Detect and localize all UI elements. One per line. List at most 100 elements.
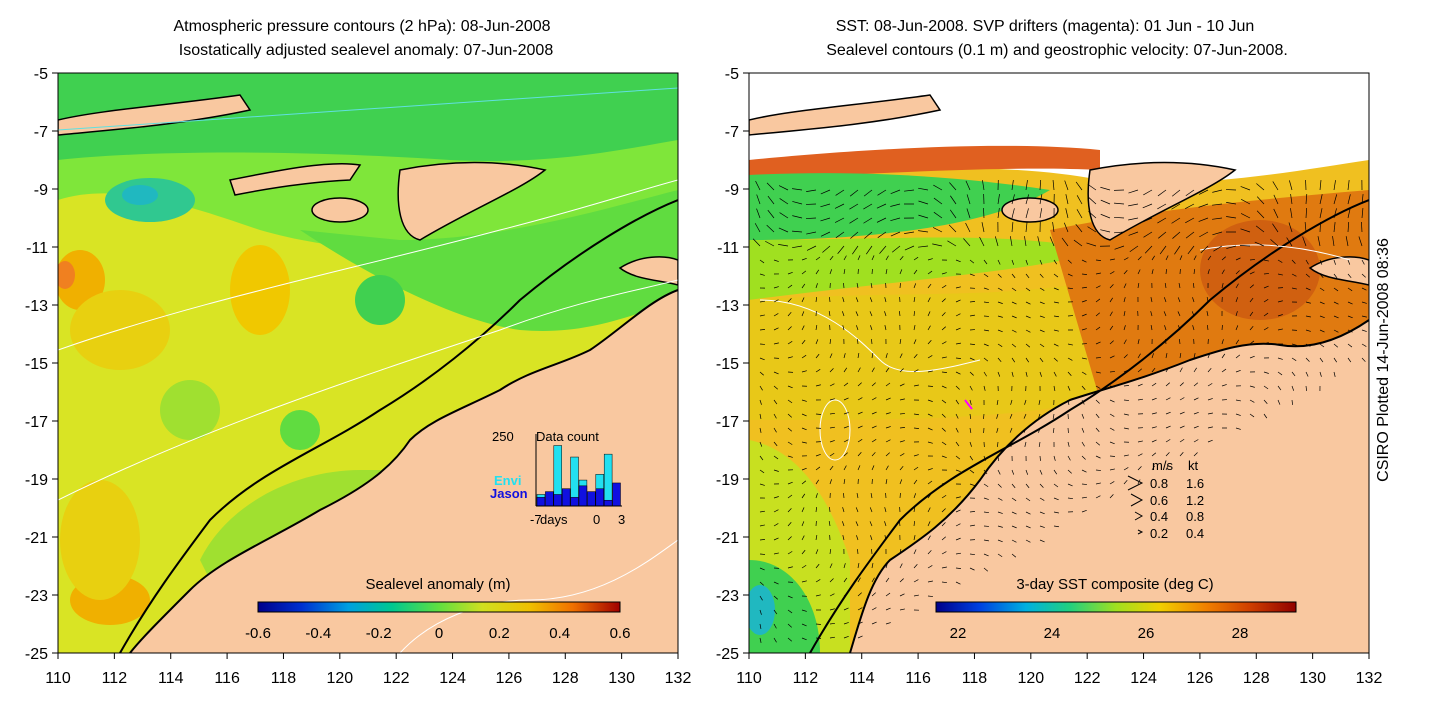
velocity-arrow bbox=[1039, 329, 1045, 333]
velocity-arrow bbox=[913, 594, 919, 597]
velocity-arrow bbox=[1067, 259, 1072, 264]
colorbar-tick-label: 0.6 bbox=[610, 625, 631, 642]
sst-colorbar: 3-day SST composite (deg C) 22 24 26 28 bbox=[935, 576, 1297, 642]
velocity-arrow bbox=[1191, 311, 1195, 317]
velocity-arrow bbox=[1319, 357, 1324, 363]
velocity-arrow bbox=[969, 524, 975, 527]
velocity-arrow bbox=[829, 296, 831, 303]
velocity-arrow bbox=[857, 353, 860, 359]
velocity-arrow bbox=[1305, 273, 1311, 278]
velocity-arrow bbox=[1095, 441, 1101, 446]
velocity-arrow bbox=[885, 465, 889, 471]
velocity-arrow bbox=[884, 521, 887, 527]
velocity-arrow bbox=[759, 595, 763, 601]
velocity-arrow bbox=[852, 245, 859, 255]
velocity-arrow bbox=[927, 427, 933, 431]
velocity-arrow bbox=[983, 455, 986, 461]
velocity-arrow bbox=[1095, 399, 1100, 404]
velocity-arrow bbox=[899, 549, 902, 555]
velocity-arrow bbox=[1011, 194, 1015, 205]
velocity-arrow bbox=[1039, 259, 1043, 265]
velocity-arrow bbox=[1212, 217, 1223, 220]
velocity-arrow bbox=[787, 521, 792, 527]
velocity-arrow bbox=[941, 399, 947, 404]
velocity-legend-row-1: 0.6 1.2 bbox=[1130, 493, 1204, 508]
velocity-arrow bbox=[835, 189, 845, 196]
velocity-arrow bbox=[1249, 259, 1256, 261]
velocity-arrow bbox=[1179, 382, 1184, 387]
velocity-arrow bbox=[1263, 312, 1269, 317]
velocity-arrow bbox=[1039, 179, 1042, 191]
velocity-arrow bbox=[1347, 329, 1353, 333]
velocity-arrow bbox=[801, 564, 807, 569]
velocity-arrow bbox=[1081, 427, 1085, 433]
velocity-arrow bbox=[1235, 354, 1241, 359]
velocity-arrow bbox=[842, 297, 845, 303]
velocity-arrow bbox=[1025, 329, 1031, 333]
x-tick-label: 112 bbox=[102, 670, 128, 687]
velocity-arrow bbox=[1165, 439, 1171, 443]
velocity-arrow bbox=[1150, 311, 1153, 317]
velocity-arrow bbox=[950, 195, 957, 205]
velocity-arrow bbox=[773, 327, 779, 331]
velocity-arrow bbox=[787, 455, 793, 458]
velocity-arrow bbox=[955, 455, 961, 460]
inset-bar-jason bbox=[603, 499, 613, 507]
velocity-arrow bbox=[1081, 399, 1085, 405]
velocity-arrow bbox=[1123, 399, 1130, 401]
velocity-arrow bbox=[983, 497, 989, 500]
velocity-arrow bbox=[801, 623, 807, 627]
velocity-arrow bbox=[1025, 525, 1031, 529]
velocity-arrow bbox=[1123, 270, 1128, 275]
velocity-arrow bbox=[941, 551, 947, 555]
velocity-arrow bbox=[829, 440, 835, 443]
velocity-arrow bbox=[787, 551, 793, 555]
velocity-arrow bbox=[1114, 245, 1125, 250]
velocity-arrow bbox=[899, 310, 901, 317]
velocity-arrow bbox=[1109, 297, 1114, 303]
velocity-arrow bbox=[1123, 479, 1128, 485]
velocity-arrow bbox=[1067, 441, 1070, 447]
velocity-arrow bbox=[864, 231, 873, 239]
velocity-arrow bbox=[863, 189, 873, 197]
velocity-arrow bbox=[1221, 256, 1226, 261]
velocity-arrow bbox=[801, 311, 805, 317]
velocity-arrow bbox=[843, 577, 848, 583]
velocity-arrow bbox=[1151, 397, 1157, 401]
velocity-arrow bbox=[1011, 180, 1014, 191]
sealevel-anomaly-map bbox=[58, 73, 678, 653]
velocity-arrow bbox=[765, 240, 775, 247]
velocity-arrow bbox=[815, 623, 822, 625]
velocity-arrow bbox=[1151, 269, 1154, 275]
velocity-arrow bbox=[948, 224, 957, 233]
velocity-arrow bbox=[1010, 441, 1013, 447]
velocity-arrow bbox=[871, 439, 877, 443]
velocity-arrow bbox=[773, 496, 779, 499]
velocity-arrow bbox=[773, 469, 779, 472]
velocity-arrow bbox=[955, 537, 961, 541]
velocity-arrow bbox=[927, 580, 933, 583]
x-tick-label: 128 bbox=[1243, 670, 1270, 687]
velocity-arrow bbox=[871, 425, 877, 429]
sst-colorbar-ticks: 22 24 26 28 bbox=[950, 625, 1249, 642]
velocity-arrow bbox=[1358, 236, 1363, 247]
velocity-arrow bbox=[773, 523, 779, 527]
velocity-arrow bbox=[829, 549, 832, 555]
velocity-arrow bbox=[855, 507, 859, 513]
velocity-arrow bbox=[1100, 229, 1111, 233]
velocity-arrow bbox=[879, 245, 887, 254]
velocity-arrow bbox=[815, 535, 818, 541]
velocity-arrow bbox=[983, 273, 989, 278]
velocity-arrow bbox=[792, 215, 803, 219]
velocity-arrow bbox=[843, 426, 849, 429]
velocity-arrow bbox=[829, 353, 833, 359]
inset-title: Data count bbox=[536, 429, 599, 444]
velocity-arrow bbox=[927, 565, 933, 569]
velocity-arrow bbox=[871, 563, 874, 569]
velocity-arrow bbox=[1319, 301, 1325, 305]
velocity-arrow bbox=[1039, 511, 1045, 515]
velocity-arrow bbox=[1277, 273, 1283, 276]
velocity-arrow bbox=[1174, 245, 1181, 255]
velocity-arrow bbox=[1137, 383, 1143, 387]
velocity-arrow bbox=[1095, 482, 1101, 485]
